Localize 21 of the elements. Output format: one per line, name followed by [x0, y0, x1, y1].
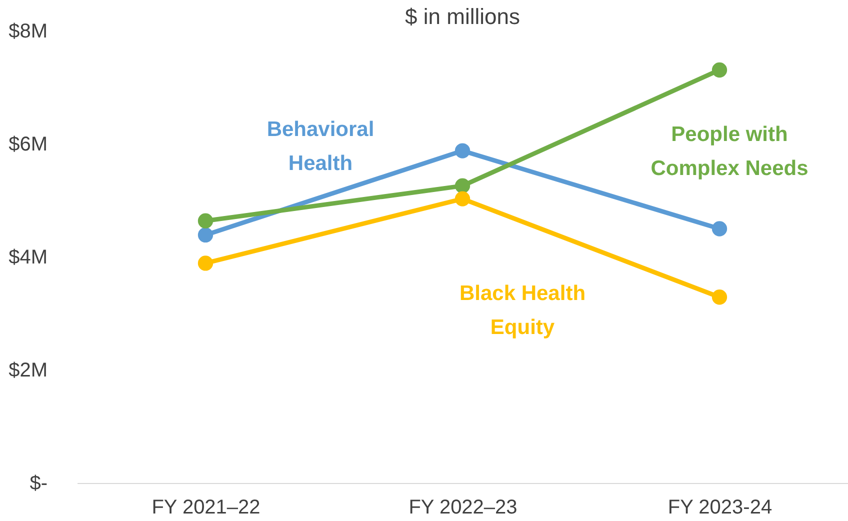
- series-label: People with Complex Needs: [650, 122, 808, 180]
- point: [712, 221, 728, 236]
- x-tick-label: FY 2023-24: [668, 496, 772, 518]
- point: [712, 290, 728, 305]
- x-tick-label: FY 2021–22: [152, 496, 260, 518]
- y-tick-label: $4M: [8, 246, 48, 268]
- point: [198, 256, 214, 271]
- series-label: Behavioral Health: [266, 118, 374, 175]
- y-tick-label: $-: [30, 472, 48, 494]
- x-tick-label: FY 2022–23: [408, 496, 518, 518]
- point: [712, 62, 728, 78]
- y-tick-label: $6M: [8, 134, 48, 156]
- series-label: Black Health Equity: [459, 282, 586, 339]
- y-tick-label: $8M: [8, 20, 48, 42]
- point: [454, 191, 470, 206]
- chart-title: $ in millions: [405, 4, 520, 29]
- point: [198, 227, 214, 243]
- point: [454, 178, 470, 194]
- y-tick-label: $2M: [8, 360, 48, 382]
- point: [198, 213, 214, 228]
- point: [454, 143, 470, 158]
